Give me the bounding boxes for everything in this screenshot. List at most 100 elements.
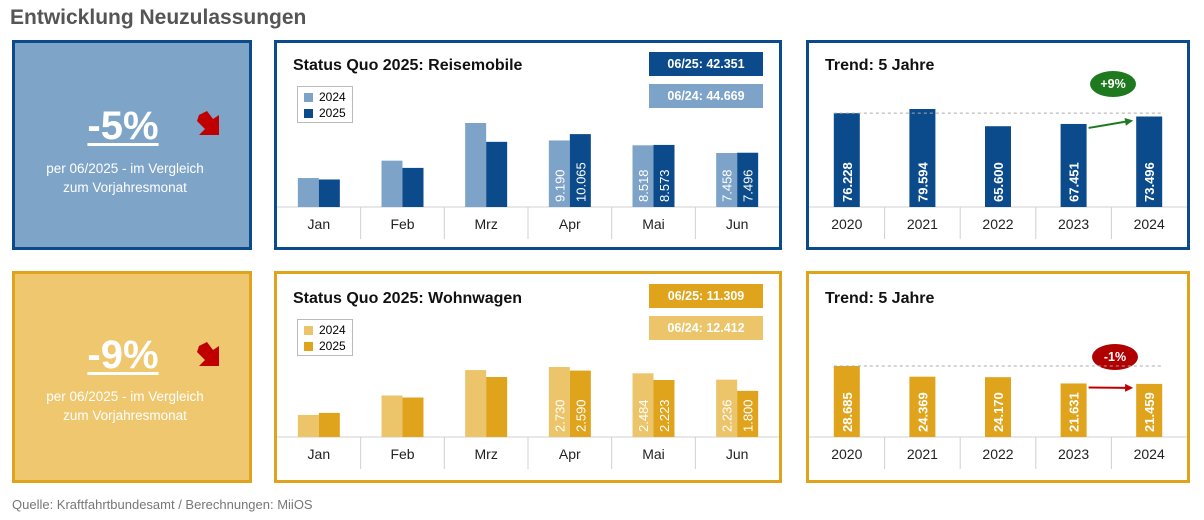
bar-2024 xyxy=(1136,383,1163,437)
data-label-2024-mai: 8.518 xyxy=(636,169,651,202)
data-label-2022: 24.170 xyxy=(991,392,1006,432)
data-label-2023: 67.451 xyxy=(1067,162,1082,202)
legend-item-2024: 2024 xyxy=(304,89,346,105)
bar-2025-jun xyxy=(737,390,759,437)
kpi-subtitle: per 06/2025 - im Vergleich zum Vorjahres… xyxy=(25,159,225,197)
x-tick-label-apr: Apr xyxy=(559,216,581,232)
bar-2025-mai xyxy=(653,380,675,437)
x-tick-label-2023: 2023 xyxy=(1058,216,1089,232)
bar-2023 xyxy=(1060,383,1087,437)
monthly-card-reisemobile: Status Quo 2025: Reisemobile 06/25: 42.3… xyxy=(274,40,782,250)
trend-badge: +9% xyxy=(1090,71,1136,97)
trend-arrow-icon xyxy=(1124,117,1134,126)
bar-2020 xyxy=(833,366,860,437)
chart-monthly-reisemobile: Jan Feb Mrz 9.190 10.065 Apr 8.518 8.573 Mai 7.45… xyxy=(277,123,779,239)
x-tick-label-2024: 2024 xyxy=(1134,446,1165,462)
legend: 2024 2025 xyxy=(297,319,353,356)
bar-2024-apr xyxy=(548,367,570,437)
kpi-card-wohnwagen: -9% per 06/2025 - im Vergleich zum Vorja… xyxy=(12,271,252,483)
bar-2024-jun xyxy=(716,152,738,207)
bar-2025-jan xyxy=(318,179,340,207)
bar-2021 xyxy=(909,376,936,437)
data-label-2024: 21.459 xyxy=(1142,392,1157,432)
data-label-2025-mai: 2.223 xyxy=(657,399,672,432)
down-arrow-icon xyxy=(197,342,219,366)
kpi-subtitle-line1: per 06/2025 - im Vergleich xyxy=(46,161,204,176)
data-label-2025-jun: 7.496 xyxy=(741,169,756,202)
chart-trend-wohnwagen: 28.685 2020 24.369 2021 24.170 2022 21.631 2023… xyxy=(809,365,1187,469)
data-label-2025-jun: 1.800 xyxy=(741,399,756,432)
bar-2022 xyxy=(985,377,1011,437)
bar-2025-feb xyxy=(402,167,424,207)
data-label-2025-mai: 8.573 xyxy=(657,169,672,202)
bar-2025-apr xyxy=(569,134,591,207)
legend-item-2024: 2024 xyxy=(304,322,346,338)
x-tick-label-apr: Apr xyxy=(559,446,581,462)
x-tick-label-2023: 2023 xyxy=(1058,446,1089,462)
x-tick-label-feb: Feb xyxy=(390,446,414,462)
x-tick-label-2022: 2022 xyxy=(982,446,1013,462)
x-tick-label-2024: 2024 xyxy=(1134,216,1165,232)
card-title: Status Quo 2025: Reisemobile xyxy=(293,57,523,74)
badge-2024: 06/24: 12.412 xyxy=(649,316,763,340)
kpi-subtitle: per 06/2025 - im Vergleich zum Vorjahres… xyxy=(25,387,225,425)
data-label-2024-apr: 2.730 xyxy=(552,399,567,432)
bar-2024-feb xyxy=(381,395,403,437)
bar-2022 xyxy=(985,126,1011,207)
kpi-subtitle-line1: per 06/2025 - im Vergleich xyxy=(46,389,204,404)
trend-card-reisemobile: Trend: 5 Jahre +9% 76.228 2020 79.594 2021 6… xyxy=(806,40,1190,250)
x-tick-label-mai: Mai xyxy=(642,216,665,232)
kpi-subtitle-line2: zum Vorjahresmonat xyxy=(63,408,187,423)
data-label-2024-apr: 9.190 xyxy=(552,169,567,202)
badge-2025: 06/25: 42.351 xyxy=(649,52,763,76)
badge-2025: 06/25: 11.309 xyxy=(649,284,763,308)
data-label-2024-jun: 7.458 xyxy=(720,169,735,202)
bar-2024 xyxy=(1136,116,1163,207)
bar-2025-mrz xyxy=(486,377,508,437)
x-tick-label-2020: 2020 xyxy=(831,446,862,462)
bar-2025-mai xyxy=(653,144,675,207)
down-arrow-icon xyxy=(197,111,219,135)
x-tick-label-2021: 2021 xyxy=(907,216,938,232)
bar-2024-jan xyxy=(297,414,319,437)
data-label-2024-jun: 2.236 xyxy=(720,399,735,432)
bar-2024-mrz xyxy=(465,370,487,437)
x-tick-label-jan: Jan xyxy=(308,216,331,232)
data-label-2025-apr: 10.065 xyxy=(573,162,588,202)
badge-2024: 06/24: 44.669 xyxy=(649,84,763,108)
x-tick-label-jan: Jan xyxy=(308,446,331,462)
bar-2024-mai xyxy=(632,373,654,437)
data-label-2025-apr: 2.590 xyxy=(573,399,588,432)
bar-2024-mrz xyxy=(465,123,487,207)
bar-2024-jan xyxy=(297,178,319,207)
kpi-card-reisemobile: -5% per 06/2025 - im Vergleich zum Vorja… xyxy=(12,40,252,250)
bar-2024-jun xyxy=(716,379,738,437)
x-tick-label-jun: Jun xyxy=(726,446,749,462)
x-tick-label-jun: Jun xyxy=(726,216,749,232)
x-tick-label-mrz: Mrz xyxy=(475,216,498,232)
source-note: Quelle: Kraftfahrtbundesamt / Berechnung… xyxy=(12,497,313,512)
legend-item-2025: 2025 xyxy=(304,105,346,121)
card-title: Trend: 5 Jahre xyxy=(825,57,935,74)
trend-arrow-icon xyxy=(1125,383,1134,392)
data-label-2022: 65.600 xyxy=(991,162,1006,202)
legend-item-2025: 2025 xyxy=(304,338,346,354)
bar-2025-feb xyxy=(402,397,424,437)
x-tick-label-2022: 2022 xyxy=(982,216,1013,232)
data-label-2024-mai: 2.484 xyxy=(636,399,651,432)
bar-2025-apr xyxy=(569,370,591,437)
x-tick-label-2020: 2020 xyxy=(831,216,862,232)
chart-monthly-wohnwagen: Jan Feb Mrz 2.730 2.590 Apr 2.484 2.223 Mai 2.236… xyxy=(277,367,779,469)
data-label-2024: 73.496 xyxy=(1142,162,1157,202)
bar-2021 xyxy=(909,109,936,207)
x-tick-label-feb: Feb xyxy=(390,216,414,232)
data-label-2021: 79.594 xyxy=(915,161,930,202)
bar-2024-feb xyxy=(381,160,403,207)
trend-arrow-line xyxy=(1088,120,1128,129)
data-label-2020: 76.228 xyxy=(840,162,855,202)
bar-2025-jun xyxy=(737,152,759,207)
kpi-percent: -5% xyxy=(87,104,159,148)
chart-trend-reisemobile: 76.228 2020 79.594 2021 65.600 2022 67.451 2023… xyxy=(809,109,1187,239)
x-tick-label-mai: Mai xyxy=(642,446,665,462)
data-label-2021: 24.369 xyxy=(915,392,930,432)
